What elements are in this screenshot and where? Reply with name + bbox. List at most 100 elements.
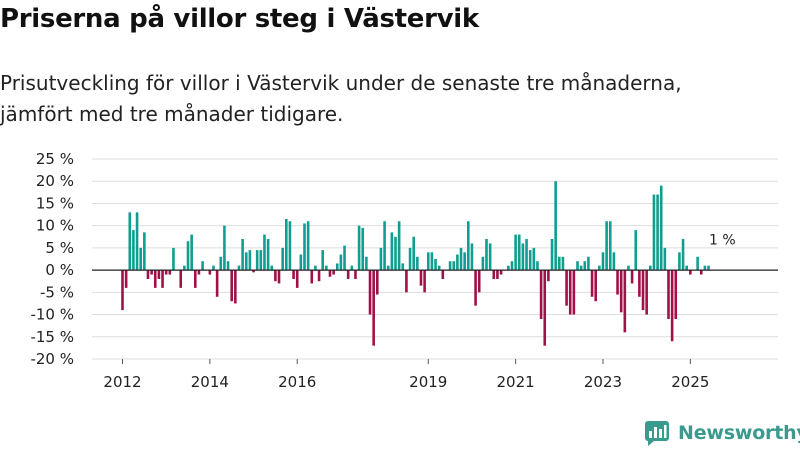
- bar: [143, 232, 146, 271]
- bar: [678, 252, 681, 271]
- bar: [153, 270, 157, 288]
- bar: [594, 270, 597, 302]
- bar: [645, 270, 648, 315]
- bar: [561, 256, 565, 271]
- bar: [241, 239, 244, 271]
- bar: [310, 270, 314, 284]
- brand-footer: Newsworthy: [644, 420, 800, 446]
- x-tick-label: 2016: [278, 373, 316, 391]
- y-tick-label: 10 %: [36, 217, 74, 235]
- x-tick-label: 2014: [191, 373, 229, 391]
- bar: [558, 256, 561, 271]
- bar: [357, 225, 361, 271]
- bar: [379, 247, 383, 271]
- bar: [492, 270, 496, 279]
- bar: [186, 241, 190, 271]
- bar: [634, 230, 638, 271]
- bar: [412, 236, 415, 271]
- bar: [121, 270, 124, 311]
- bar: [226, 261, 230, 271]
- bar: [681, 239, 685, 271]
- bar: [361, 227, 365, 271]
- bar: [314, 265, 317, 271]
- bar: [401, 263, 405, 271]
- bar: [332, 270, 335, 275]
- bar: [568, 270, 572, 315]
- bar: [532, 247, 536, 271]
- bar: [146, 270, 150, 279]
- bar: [350, 265, 354, 271]
- bar: [354, 270, 357, 279]
- bar: [183, 265, 186, 271]
- bar: [266, 239, 270, 271]
- bar: [496, 270, 499, 279]
- bar: [612, 252, 616, 271]
- bar: [244, 252, 248, 271]
- bar: [601, 252, 605, 271]
- bar: [499, 270, 503, 275]
- bar: [386, 265, 390, 271]
- bar: [547, 270, 550, 282]
- bar: [423, 270, 426, 293]
- bar: [507, 265, 510, 271]
- bar: [325, 265, 328, 271]
- chart-subtitle: Prisutveckling för villor i Västervik un…: [0, 71, 682, 126]
- bar: [376, 270, 379, 295]
- bar: [437, 265, 441, 271]
- bar: [270, 265, 274, 271]
- bar: [452, 261, 456, 271]
- bar: [346, 270, 350, 279]
- bar: [295, 270, 299, 288]
- bar: [699, 270, 703, 275]
- bar: [576, 261, 579, 271]
- bar: [306, 221, 310, 271]
- bar: [281, 247, 284, 271]
- bar: [259, 250, 263, 271]
- bar: [605, 221, 608, 271]
- bar: [448, 261, 452, 271]
- bar: [441, 270, 445, 279]
- bar: [659, 185, 663, 271]
- bar: [135, 212, 139, 271]
- bar: [365, 256, 368, 271]
- bar: [223, 225, 226, 271]
- bar: [321, 250, 324, 271]
- bar: [623, 270, 627, 333]
- bar: [579, 265, 583, 271]
- bar: [288, 221, 292, 271]
- bar: [510, 261, 514, 271]
- bar: [274, 270, 277, 282]
- bar: [619, 270, 623, 313]
- x-tick-label: 2019: [409, 373, 447, 391]
- bar: [685, 265, 688, 271]
- bar: [696, 256, 699, 271]
- bar: [514, 234, 517, 271]
- bar: [670, 270, 674, 342]
- bar: [638, 270, 641, 297]
- bar: [474, 270, 477, 306]
- bar: [583, 261, 587, 271]
- bar: [470, 243, 474, 271]
- bar: [430, 252, 434, 271]
- bar: [485, 239, 488, 271]
- bar: [419, 270, 423, 286]
- bar: [161, 270, 164, 288]
- bar: [627, 265, 630, 271]
- bar: [543, 270, 547, 346]
- bar: [488, 243, 492, 271]
- bar: [667, 270, 670, 319]
- bar: [652, 194, 656, 271]
- bar: [572, 270, 576, 315]
- bar: [172, 247, 175, 271]
- bar: [608, 221, 612, 271]
- bar: [408, 247, 412, 271]
- bar: [394, 236, 397, 271]
- bar: [630, 270, 634, 284]
- bar: [263, 234, 266, 271]
- bar: [339, 254, 343, 271]
- bar: [703, 265, 707, 271]
- y-tick-label: 25 %: [36, 150, 74, 168]
- bar: [405, 270, 408, 293]
- bar: [190, 234, 193, 271]
